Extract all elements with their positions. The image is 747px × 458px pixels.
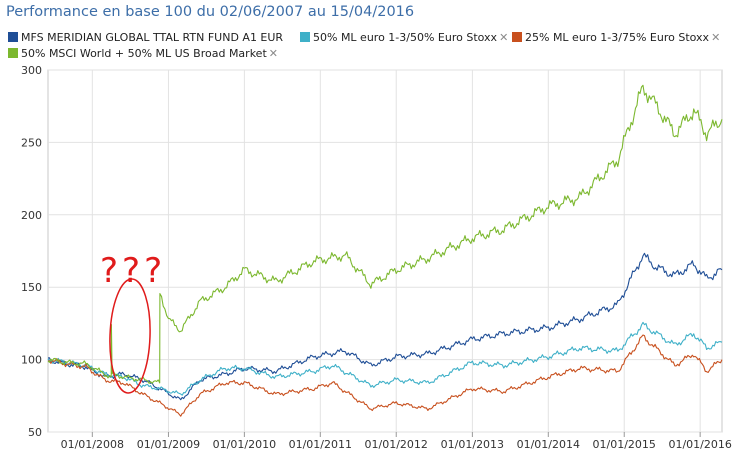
performance-chart: 300 250 200 150 100 50 01/01/2008 01/01/2009 01/…: [21, 64, 732, 451]
x-tick-label: 01/01/2013: [441, 438, 504, 451]
legend-label: MFS MERIDIAN GLOBAL TTAL RTN FUND A1 EUR: [21, 30, 284, 44]
x-tick-label: 01/01/2012: [365, 438, 428, 451]
x-tick-label: 01/01/2009: [137, 438, 200, 451]
series-line-0: [47, 252, 723, 401]
legend-swatch: [512, 32, 522, 42]
x-tick-label: 01/01/2014: [517, 438, 580, 451]
legend-item-50-ml-euro[interactable]: 50% ML euro 1-3/50% Euro Stoxx ✕: [300, 30, 508, 44]
x-tick-label: 01/01/2015: [593, 438, 656, 451]
legend-label: 50% MSCI World + 50% ML US Broad Market: [21, 46, 267, 60]
legend-label: 25% ML euro 1-3/75% Euro Stoxx: [525, 30, 710, 44]
legend-label: 50% ML euro 1-3/50% Euro Stoxx: [313, 30, 498, 44]
annotation-circle: [109, 278, 151, 394]
series-line-2: [47, 334, 723, 417]
remove-series-icon[interactable]: ✕: [268, 46, 278, 60]
annotation-question-marks: ???: [100, 251, 166, 291]
y-tick-label: 50: [28, 426, 42, 439]
legend-swatch: [300, 32, 310, 42]
x-tick-label: 01/01/2016: [668, 438, 731, 451]
y-tick-label: 300: [21, 64, 42, 77]
y-tick-label: 100: [21, 354, 42, 367]
x-tick-label: 01/01/2011: [289, 438, 352, 451]
legend-item-msci-world[interactable]: 50% MSCI World + 50% ML US Broad Market …: [8, 46, 278, 60]
legend-item-25-ml-euro[interactable]: 25% ML euro 1-3/75% Euro Stoxx ✕: [512, 30, 720, 44]
series-line-1: [47, 321, 723, 396]
y-tick-label: 200: [21, 209, 42, 222]
x-tick-label: 01/01/2010: [213, 438, 276, 451]
remove-series-icon[interactable]: ✕: [711, 30, 721, 44]
y-tick-label: 250: [21, 136, 42, 149]
x-tick-label: 01/01/2008: [61, 438, 124, 451]
legend-item-mfs[interactable]: MFS MERIDIAN GLOBAL TTAL RTN FUND A1 EUR: [8, 30, 283, 44]
legend-swatch: [8, 48, 18, 58]
chart-title: Performance en base 100 du 02/06/2007 au…: [6, 4, 415, 20]
legend-swatch: [8, 32, 18, 42]
remove-series-icon[interactable]: ✕: [499, 30, 509, 44]
y-tick-label: 150: [21, 281, 42, 294]
series-line-3: [47, 84, 723, 384]
plot-area: [47, 69, 723, 433]
